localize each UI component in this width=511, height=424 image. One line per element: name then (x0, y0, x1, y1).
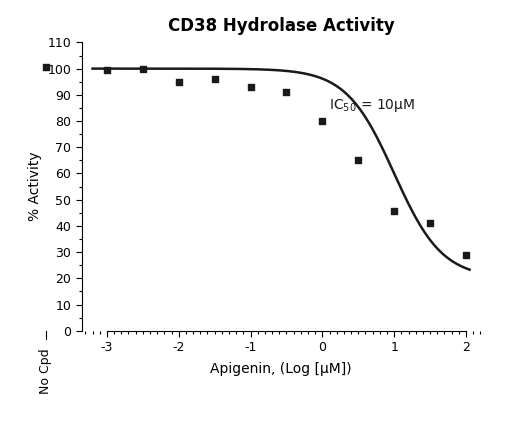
Point (426, 220, 434, 227)
Point (390, 208, 398, 215)
X-axis label: Apigenin, (Log [μM]): Apigenin, (Log [μM]) (210, 363, 352, 377)
Point (138, 65, 147, 72)
Point (283, 89, 291, 95)
Point (318, 117, 327, 124)
Point (103, 67, 111, 73)
Y-axis label: % Activity: % Activity (28, 152, 42, 221)
Title: CD38 Hydrolase Activity: CD38 Hydrolase Activity (168, 17, 394, 35)
Point (42, 64, 50, 71)
Text: No Cpd: No Cpd (39, 348, 52, 393)
Point (354, 157, 362, 164)
Text: IC$_{50}$ = 10μM: IC$_{50}$ = 10μM (329, 97, 415, 114)
Point (211, 76, 219, 83)
Point (462, 251, 470, 258)
Point (175, 78, 183, 85)
Point (246, 84, 254, 90)
